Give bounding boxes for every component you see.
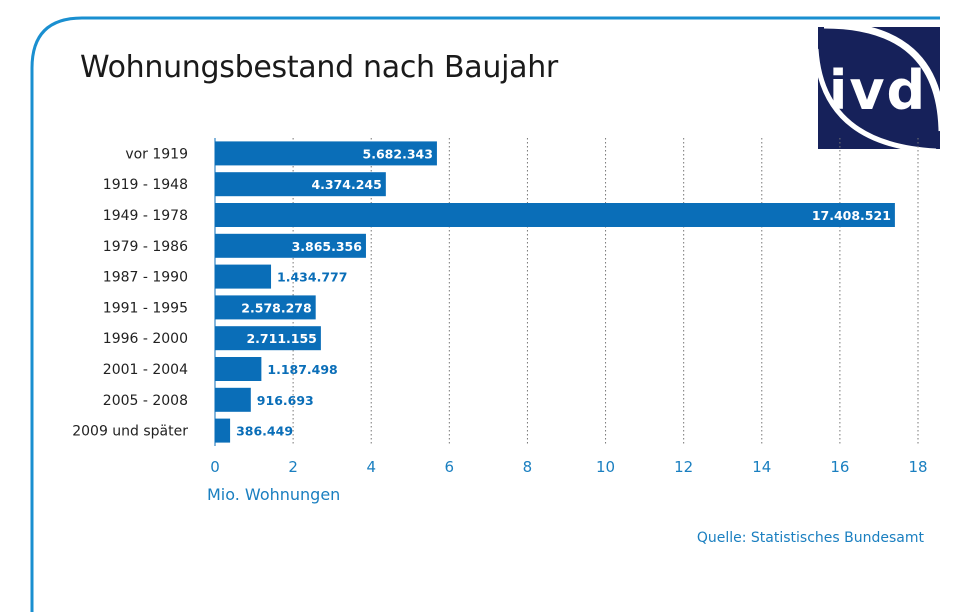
category-label: 1949 - 1978	[103, 208, 188, 224]
value-label: 17.408.521	[812, 208, 891, 223]
x-tick-label: 6	[445, 458, 455, 476]
bar	[215, 203, 895, 227]
category-label: 2005 - 2008	[103, 393, 188, 409]
value-label: 5.682.343	[363, 146, 433, 161]
bar	[215, 233, 366, 258]
category-label: 2009 und später	[72, 424, 188, 440]
x-tick-label: 14	[752, 458, 771, 476]
bar	[215, 141, 437, 166]
x-axis-label: Mio. Wohnungen	[207, 485, 340, 504]
value-label: 1.434.777	[277, 270, 347, 285]
bar	[215, 172, 386, 197]
value-label: 2.711.155	[246, 331, 316, 346]
category-label: vor 1919	[125, 146, 188, 162]
category-label: 1919 - 1948	[103, 177, 188, 193]
bar	[215, 357, 262, 381]
category-label: 1987 - 1990	[103, 270, 188, 286]
value-label: 1.187.498	[267, 362, 337, 377]
bar	[215, 295, 316, 320]
source-note: Quelle: Statistisches Bundesamt	[696, 530, 924, 546]
x-tick-label: 10	[596, 458, 615, 476]
svg-text:ivd: ivd	[829, 59, 927, 122]
x-tick-label: 8	[523, 458, 533, 476]
x-tick-label: 12	[674, 458, 693, 476]
bar	[215, 264, 272, 289]
x-tick-label: 0	[210, 458, 220, 476]
value-label: 916.693	[257, 393, 314, 408]
chart-title: Wohnungsbestand nach Baujahr	[80, 50, 558, 85]
bar	[215, 418, 231, 443]
value-label: 3.865.356	[292, 239, 363, 254]
category-label: 1991 - 1995	[103, 300, 188, 316]
bar	[215, 387, 251, 412]
category-label: 2001 - 2004	[103, 362, 188, 378]
category-label: 1979 - 1986	[103, 239, 188, 255]
bar	[215, 326, 321, 351]
x-tick-label: 18	[908, 458, 927, 476]
value-label: 4.374.245	[311, 177, 381, 192]
value-label: 2.578.278	[241, 300, 311, 315]
x-tick-label: 4	[366, 458, 376, 476]
x-tick-label: 2	[288, 458, 298, 476]
ivd-logo: ivd	[818, 27, 940, 149]
value-label: 386.449	[236, 424, 293, 439]
x-tick-label: 16	[830, 458, 849, 476]
category-label: 1996 - 2000	[103, 331, 188, 347]
